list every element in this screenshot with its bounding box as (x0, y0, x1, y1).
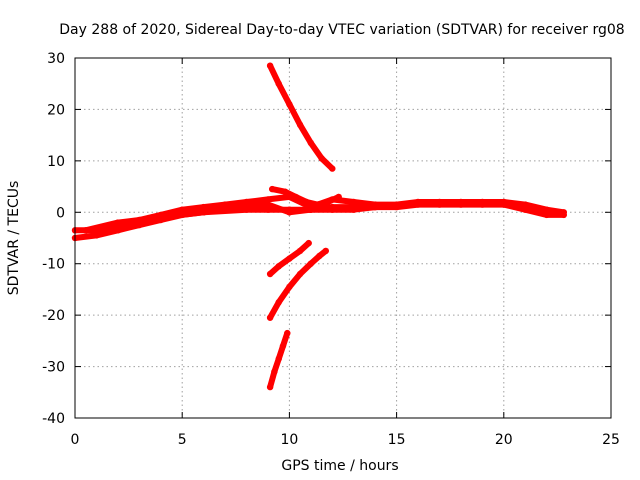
data-point (264, 196, 272, 203)
data-point (275, 263, 282, 270)
data-point (275, 299, 282, 306)
data-series (71, 62, 567, 391)
x-tick-label: 5 (178, 432, 187, 448)
data-point (243, 198, 250, 206)
data-point (560, 211, 567, 219)
data-point (157, 214, 164, 221)
data-point (350, 203, 357, 211)
data-point (324, 198, 332, 206)
x-tick-label: 10 (280, 432, 298, 448)
series-lower-arc-long (266, 247, 329, 321)
data-point (296, 270, 304, 278)
y-tick-label: -40 (42, 411, 65, 427)
data-point (286, 255, 293, 262)
data-point (264, 201, 272, 208)
data-point (316, 252, 323, 260)
series-line (267, 247, 329, 321)
data-point (286, 101, 293, 108)
y-tick-label: 0 (56, 205, 65, 221)
data-point (243, 206, 250, 213)
data-point (322, 247, 329, 255)
y-tick-label: -20 (42, 308, 65, 324)
data-point (414, 201, 422, 208)
data-point (266, 314, 274, 321)
y-tick-label: 20 (47, 102, 65, 118)
series-bottom-arc (266, 329, 291, 391)
data-point (500, 201, 507, 208)
chart-title: Day 288 of 2020, Sidereal Day-to-day VTE… (59, 22, 624, 38)
data-point (296, 121, 304, 129)
data-point (543, 206, 550, 213)
series-steep-descent (266, 62, 336, 172)
data-point (292, 193, 299, 201)
data-point (314, 201, 321, 208)
data-point (522, 201, 529, 208)
y-tick-label: -10 (42, 257, 65, 273)
data-point (266, 62, 274, 69)
y-tick-label: -30 (42, 360, 65, 376)
data-point (303, 198, 310, 206)
data-point (269, 185, 276, 193)
data-point (279, 342, 287, 350)
data-point (318, 155, 325, 162)
data-point (350, 198, 357, 206)
grid (75, 58, 611, 418)
x-tick-label: 0 (71, 432, 80, 448)
data-point (393, 203, 400, 211)
data-point (305, 239, 312, 247)
data-point (372, 203, 379, 211)
x-tick-label: 20 (495, 432, 513, 448)
data-point (93, 232, 100, 239)
data-point (286, 283, 293, 291)
data-point (436, 201, 443, 208)
axis-ticks (74, 57, 612, 419)
series-bump (269, 185, 342, 208)
data-point (307, 139, 314, 147)
data-point (275, 80, 282, 87)
plot-frame (74, 57, 612, 419)
y-axis-label: SDTVAR / TECUs (6, 181, 22, 296)
x-tick-labels: 0 5 10 15 20 25 (71, 432, 620, 448)
data-point (82, 227, 89, 234)
data-point (286, 206, 293, 213)
data-point (284, 329, 291, 337)
y-tick-label: 10 (47, 154, 65, 170)
data-point (114, 227, 122, 234)
data-point (307, 260, 314, 267)
data-point (296, 247, 304, 255)
y-tick-label: 30 (47, 51, 65, 67)
x-axis-label: GPS time / hours (281, 458, 398, 474)
data-point (275, 355, 282, 363)
data-point (307, 206, 314, 213)
data-point (266, 383, 274, 391)
data-point (281, 188, 289, 195)
data-point (266, 270, 274, 278)
data-point (179, 206, 186, 213)
y-tick-labels: -40 -30 -20 -10 0 10 20 30 (42, 51, 65, 427)
data-point (200, 209, 207, 216)
data-point (522, 206, 529, 213)
series-main-band-upper (71, 193, 567, 234)
x-tick-label: 25 (602, 432, 620, 448)
data-point (479, 201, 486, 208)
series-lower-arc-short (266, 239, 312, 278)
data-point (335, 193, 342, 201)
data-point (329, 203, 336, 211)
data-point (543, 211, 550, 219)
data-point (457, 201, 465, 208)
data-point (221, 201, 229, 208)
series-rising-branch (82, 203, 379, 234)
data-point (200, 203, 207, 211)
data-point (271, 368, 278, 375)
data-point (329, 165, 336, 172)
x-tick-label: 15 (388, 432, 406, 448)
data-point (136, 221, 143, 229)
data-point (264, 206, 272, 213)
data-point (114, 219, 122, 226)
